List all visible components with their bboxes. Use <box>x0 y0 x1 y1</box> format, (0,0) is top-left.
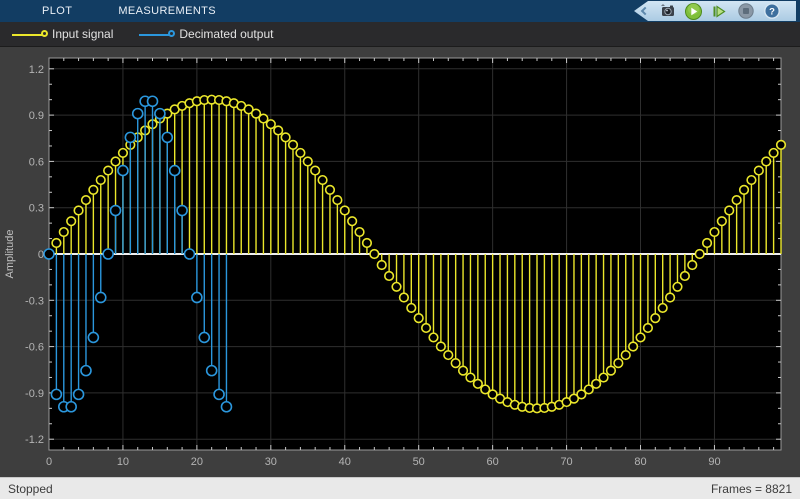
y-tick-labels: -1.2 -0.9 -0.6 -0.3 0 0.3 0.6 0.9 1.2 <box>25 64 44 446</box>
svg-text:0.9: 0.9 <box>29 110 44 122</box>
svg-text:0.3: 0.3 <box>29 203 44 215</box>
legend: Input signal Decimated output <box>0 22 800 47</box>
status-bar: Stopped Frames = 8821 <box>0 477 800 499</box>
svg-text:?: ? <box>769 6 775 17</box>
step-forward-button[interactable] <box>711 3 728 20</box>
decimated-output-marker-icon <box>139 29 176 40</box>
tab-measurements[interactable]: MEASUREMENTS <box>118 5 217 17</box>
snapshot-button[interactable] <box>659 3 676 20</box>
run-icon <box>685 2 702 20</box>
stop-icon <box>737 3 754 19</box>
legend-entry-input-signal[interactable]: Input signal <box>12 27 113 41</box>
svg-text:80: 80 <box>634 456 646 468</box>
quick-access-toolbar: ? <box>634 1 796 21</box>
svg-text:-0.3: -0.3 <box>25 295 44 307</box>
svg-text:70: 70 <box>560 456 572 468</box>
status-text: Stopped <box>8 481 53 496</box>
frames-counter: Frames = 8821 <box>710 481 792 496</box>
svg-text:-0.6: -0.6 <box>25 342 44 354</box>
svg-text:1.2: 1.2 <box>29 64 44 76</box>
svg-text:90: 90 <box>708 456 720 468</box>
x-tick-labels: 0 10 20 30 40 50 60 70 80 90 <box>46 456 721 468</box>
toolstrip: PLOT MEASUREMENTS <box>0 0 800 22</box>
legend-entry-decimated-output[interactable]: Decimated output <box>139 27 273 41</box>
svg-text:-1.2: -1.2 <box>25 434 44 446</box>
series-decimated-output <box>43 95 233 413</box>
svg-text:0: 0 <box>38 249 44 261</box>
svg-text:60: 60 <box>487 456 499 468</box>
svg-text:10: 10 <box>117 456 129 468</box>
svg-text:40: 40 <box>339 456 351 468</box>
tab-plot[interactable]: PLOT <box>42 5 73 17</box>
stop-button[interactable] <box>737 3 754 20</box>
snapshot-camera-icon <box>660 4 674 16</box>
svg-text:-0.9: -0.9 <box>25 388 44 400</box>
axis-ticks <box>49 58 781 450</box>
svg-text:0.6: 0.6 <box>29 156 44 168</box>
svg-text:30: 30 <box>265 456 277 468</box>
legend-label: Decimated output <box>179 27 274 41</box>
run-button[interactable] <box>685 2 702 20</box>
svg-text:0: 0 <box>46 456 52 468</box>
svg-text:20: 20 <box>191 456 203 468</box>
help-icon: ? <box>763 3 780 19</box>
stem-chart-canvas[interactable]: 0 10 20 30 40 50 60 70 80 90 -1.2 -0.9 -0.6 -0.3 0 0.3 0… <box>0 47 800 477</box>
amplitude-axis-label: Amplitude <box>4 230 16 279</box>
svg-text:50: 50 <box>413 456 425 468</box>
collapse-chevron-icon[interactable] <box>640 6 650 16</box>
chart-figure: 0 10 20 30 40 50 60 70 80 90 -1.2 -0.9 -0.6 -0.3 0 0.3 0… <box>0 47 800 477</box>
legend-label: Input signal <box>52 27 114 41</box>
help-button[interactable]: ? <box>763 3 780 20</box>
input-signal-marker-icon <box>12 29 48 40</box>
step-forward-icon <box>713 4 726 18</box>
